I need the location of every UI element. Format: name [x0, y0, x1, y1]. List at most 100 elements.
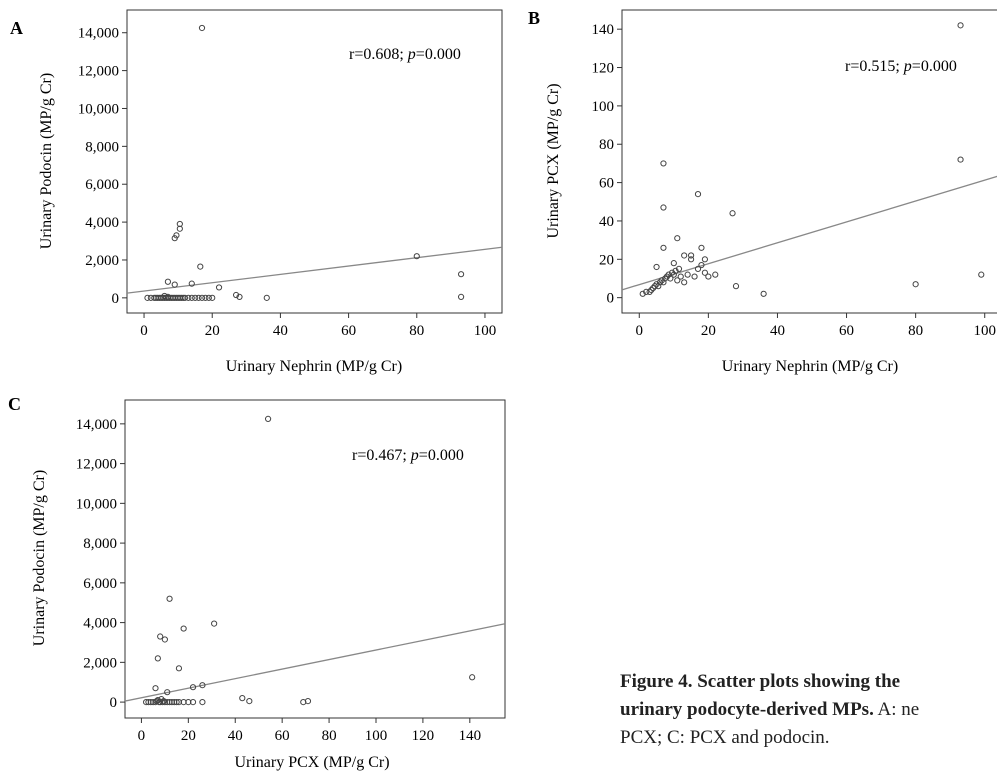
data-point-b — [957, 156, 964, 163]
y-tick-label-b: 80 — [599, 137, 614, 153]
data-point-c — [161, 699, 168, 706]
data-point-b — [677, 273, 684, 280]
plot-frame-c — [124, 399, 506, 719]
y-tick-label-c: 2,000 — [83, 655, 117, 671]
data-point-b — [694, 265, 702, 272]
caption-line-2-bold: urinary podocyte-derived MPs. — [620, 699, 874, 720]
data-point-a — [178, 294, 185, 301]
data-point-c — [175, 699, 183, 706]
regression-line-c — [124, 623, 506, 702]
data-point-c — [180, 699, 187, 706]
x-tick-label-a: 80 — [409, 323, 424, 339]
data-point-b — [660, 160, 667, 167]
data-point-a — [197, 263, 204, 270]
y-tick-label-c: 12,000 — [76, 457, 117, 473]
data-point-b — [648, 286, 655, 294]
data-point-c — [159, 699, 166, 706]
data-point-c — [189, 684, 197, 691]
annotation-b: r=0.515; p=0.000 — [845, 58, 957, 75]
y-tick-label-b: 100 — [592, 99, 615, 115]
scatter-panel-a: A 0 2,000 4,000 6,000 8,000 10,000 12,000 14,00… — [10, 9, 503, 375]
data-point-a — [164, 278, 172, 285]
data-point-b — [639, 290, 646, 297]
data-point-c — [175, 665, 183, 672]
data-point-b — [670, 271, 677, 278]
y-tick-label-c: 10,000 — [76, 496, 117, 512]
data-point-c — [166, 699, 173, 706]
data-point-b — [712, 271, 719, 278]
data-point-c — [199, 699, 206, 706]
caption-line-2-rest: A: ne — [873, 699, 920, 720]
data-point-a — [192, 294, 199, 301]
y-tick-label-c: 14,000 — [76, 417, 117, 433]
data-point-c — [160, 698, 167, 705]
x-tick-label-a: 60 — [341, 323, 356, 339]
data-point-b — [732, 283, 740, 290]
data-point-b — [687, 252, 695, 259]
x-tick-label-c: 20 — [181, 728, 196, 744]
y-axis-label-b: Urinary PCX (MP/g Cr) — [545, 83, 562, 238]
regression-line-a — [126, 246, 503, 294]
x-tick-label-a: 100 — [474, 323, 497, 339]
annotation-a: r=0.608; p=0.000 — [349, 46, 461, 63]
data-point-b — [681, 252, 688, 259]
data-point-a — [263, 294, 270, 301]
data-point-c — [264, 415, 272, 422]
regression-line-b — [621, 175, 997, 291]
x-tick-label-c: 40 — [228, 728, 243, 744]
data-point-a — [188, 280, 195, 287]
y-axis-label-c: Urinary Podocin (MP/g Cr) — [31, 470, 48, 646]
x-tick-label-b: 100 — [973, 323, 996, 339]
data-point-c — [189, 699, 197, 706]
y-tick-label-a: 6,000 — [85, 177, 119, 193]
data-point-c — [239, 695, 246, 702]
data-point-c — [180, 625, 187, 632]
data-point-a — [215, 284, 223, 291]
y-tick-label-c: 6,000 — [83, 576, 117, 592]
data-point-a — [173, 232, 180, 239]
data-point-c — [154, 655, 161, 662]
y-tick-label-b: 120 — [592, 61, 615, 77]
data-point-c — [185, 699, 192, 706]
data-point-b — [649, 284, 657, 292]
data-point-a — [176, 220, 183, 228]
y-tick-label-a: 4,000 — [85, 215, 119, 231]
data-point-b — [672, 267, 679, 274]
caption-line-1: Figure 4. Scatter plots showing the — [620, 671, 901, 692]
data-point-a — [198, 294, 206, 301]
x-axis-label-b: Urinary Nephrin (MP/g Cr) — [722, 358, 898, 375]
data-point-b — [957, 22, 964, 29]
data-point-c — [164, 699, 171, 706]
data-point-b — [651, 283, 658, 290]
x-tick-label-b: 40 — [770, 323, 785, 339]
x-tick-label-a: 20 — [205, 323, 220, 339]
caption-line-3: PCX; C: PCX and podocin. — [620, 727, 830, 748]
data-point-c — [168, 699, 176, 706]
data-point-c — [147, 699, 154, 706]
data-point-b — [655, 283, 662, 290]
data-point-c — [166, 595, 173, 602]
x-tick-label-b: 80 — [908, 323, 923, 339]
plot-frame-b — [621, 9, 997, 314]
data-point-a — [413, 253, 420, 260]
data-point-c — [157, 699, 164, 706]
data-point-b — [701, 269, 709, 276]
data-point-a — [144, 294, 151, 301]
y-tick-label-a: 2,000 — [85, 253, 119, 269]
data-point-b — [660, 244, 667, 251]
data-point-b — [658, 277, 665, 284]
y-axis-label-a: Urinary Podocin (MP/g Cr) — [38, 73, 55, 249]
x-axis-label-c: Urinary PCX (MP/g Cr) — [234, 754, 389, 771]
x-tick-label-c: 100 — [365, 728, 388, 744]
data-point-b — [687, 256, 695, 263]
data-point-b — [660, 204, 667, 211]
data-point-b — [674, 235, 681, 242]
data-point-a — [195, 294, 202, 301]
data-point-b — [653, 281, 660, 288]
data-point-c — [199, 682, 206, 689]
data-point-c — [171, 699, 178, 706]
data-point-a — [181, 294, 189, 301]
data-point-c — [211, 620, 218, 627]
x-tick-label-c: 0 — [138, 728, 146, 744]
